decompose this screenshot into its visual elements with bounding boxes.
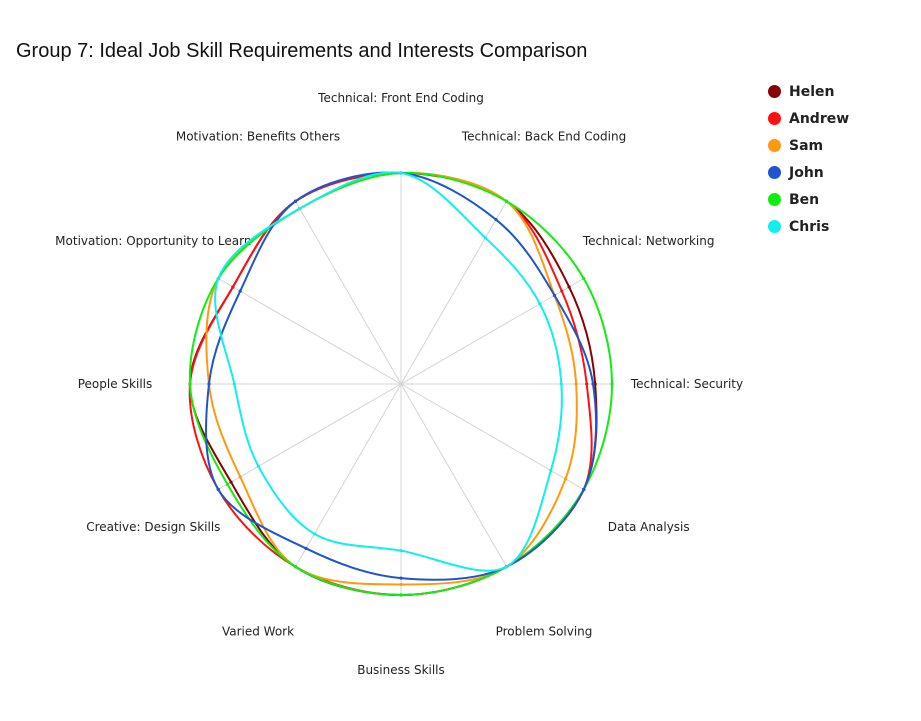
data-point: [483, 236, 487, 240]
data-point: [559, 382, 563, 386]
data-point: [504, 565, 509, 569]
axis-spoke: [218, 383, 402, 490]
legend: Helen Andrew Sam John Ben Chris: [768, 78, 849, 240]
legend-item-ben[interactable]: Ben: [768, 186, 849, 213]
series-chris: [214, 171, 563, 572]
data-point: [232, 382, 236, 386]
data-point: [399, 576, 403, 580]
axis-label: People Skills: [78, 377, 153, 391]
data-point: [504, 199, 509, 203]
axis-spoke: [400, 201, 507, 385]
axis-label: Problem Solving: [496, 625, 593, 639]
data-point: [312, 532, 317, 536]
data-point: [304, 546, 308, 551]
axis-label: Motivation: Opportunity to Learn: [55, 234, 251, 248]
data-point: [207, 382, 211, 386]
data-point: [188, 382, 192, 386]
legend-swatch: [768, 166, 781, 179]
data-point: [549, 468, 553, 473]
data-point: [216, 276, 220, 281]
axis-label: Motivation: Benefits Others: [176, 129, 340, 143]
data-point: [216, 487, 220, 492]
data-point: [399, 549, 403, 553]
legend-item-john[interactable]: John: [768, 159, 849, 186]
legend-label: John: [789, 164, 824, 181]
data-point: [298, 206, 302, 211]
radar-grid: [190, 173, 612, 595]
data-point: [494, 217, 498, 222]
data-point: [293, 565, 298, 569]
data-point: [582, 276, 586, 281]
data-point: [574, 382, 578, 386]
data-point: [399, 582, 403, 587]
axis-spoke: [400, 383, 584, 490]
axis-label: Technical: Back End Coding: [461, 129, 626, 143]
legend-item-andrew[interactable]: Andrew: [768, 105, 849, 132]
axis-label: Business Skills: [357, 663, 445, 677]
legend-swatch: [768, 193, 781, 206]
axis-label: Data Analysis: [608, 520, 690, 534]
legend-swatch: [768, 85, 781, 98]
data-point: [238, 289, 242, 293]
legend-swatch: [768, 112, 781, 125]
data-point: [399, 171, 403, 175]
axis-label: Technical: Front End Coding: [317, 91, 484, 105]
data-point: [538, 302, 542, 306]
data-point: [582, 487, 586, 492]
legend-item-helen[interactable]: Helen: [768, 78, 849, 105]
legend-label: Sam: [789, 137, 824, 154]
data-point: [256, 464, 261, 468]
axis-spoke: [400, 383, 507, 567]
legend-label: Ben: [789, 191, 820, 208]
legend-swatch: [768, 220, 781, 233]
data-point: [563, 477, 568, 481]
axis-spoke: [218, 278, 402, 385]
data-point: [225, 482, 230, 486]
chart-title: Group 7: Ideal Job Skill Requirements an…: [16, 40, 588, 62]
data-point: [591, 382, 595, 386]
axis-spoke: [295, 383, 402, 567]
legend-item-sam[interactable]: Sam: [768, 132, 849, 159]
legend-label: Andrew: [789, 110, 850, 127]
data-point: [399, 593, 403, 597]
legend-swatch: [768, 139, 781, 152]
data-point: [567, 285, 571, 289]
legend-label: Helen: [789, 83, 835, 100]
data-point: [293, 199, 298, 203]
data-point: [238, 475, 242, 479]
axis-labels: Technical: Front End Coding Technical: Ba…: [55, 91, 743, 677]
axis-label: Technical: Networking: [582, 234, 715, 248]
axis-label: Creative: Design Skills: [86, 520, 220, 534]
data-point: [231, 285, 235, 289]
data-point: [585, 382, 589, 386]
data-point: [560, 289, 564, 293]
data-point: [229, 480, 233, 484]
data-point: [552, 293, 557, 297]
data-point: [610, 382, 614, 386]
axis-label: Varied Work: [222, 625, 294, 639]
axis-label: Technical: Security: [630, 377, 743, 391]
axis-spoke: [295, 201, 402, 385]
series-layer: [188, 171, 614, 597]
legend-label: Chris: [789, 218, 830, 235]
legend-item-chris[interactable]: Chris: [768, 213, 849, 240]
axis-spoke: [400, 278, 584, 385]
